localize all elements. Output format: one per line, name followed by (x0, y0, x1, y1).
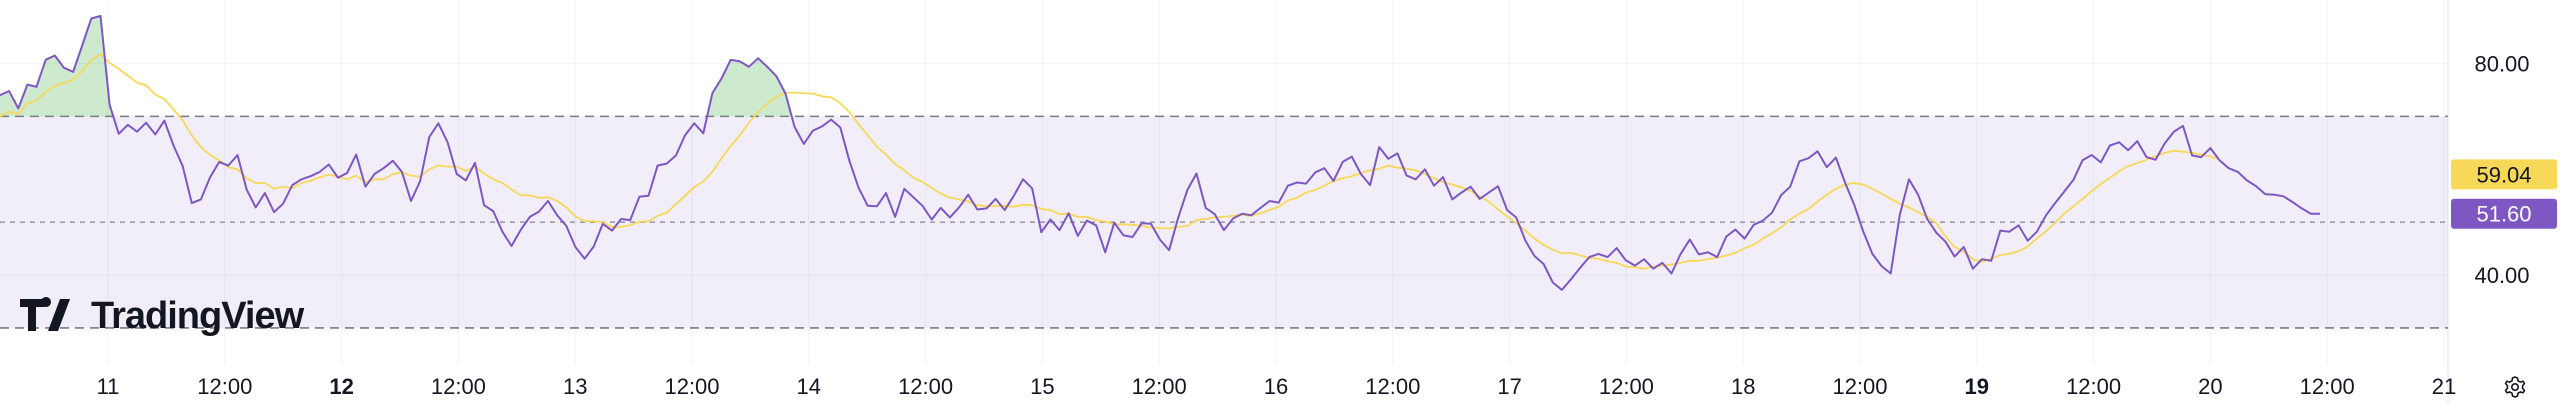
x-tick-label: 12:00 (1365, 374, 1420, 399)
overbought-fill (0, 15, 114, 117)
gear-icon (2504, 376, 2526, 398)
x-tick-label: 12:00 (2066, 374, 2121, 399)
x-tick-label: 20 (2198, 374, 2222, 399)
price-badges: 59.04 51.60 (2451, 159, 2557, 229)
chart-settings-button[interactable] (2500, 372, 2530, 402)
x-tick-label: 12:00 (898, 374, 953, 399)
y-tick-label: 40.00 (2474, 263, 2529, 288)
x-tick-label: 15 (1030, 374, 1054, 399)
series-lines (0, 14, 2320, 291)
price-badge-label: 51.60 (2476, 202, 2531, 227)
x-tick-label: 12:00 (664, 374, 719, 399)
tradingview-logo-icon (20, 297, 70, 331)
x-tick-label: 11 (97, 374, 120, 399)
grid (0, 0, 2449, 405)
x-tick-label: 13 (563, 374, 587, 399)
overbought-oversold-fill (0, 15, 792, 117)
x-tick-label: 21 (2432, 374, 2456, 399)
x-tick-label: 12:00 (1599, 374, 1654, 399)
price-badge-label: 59.04 (2476, 162, 2531, 187)
x-tick-label: 16 (1264, 374, 1288, 399)
price-badge (2451, 159, 2557, 190)
y-tick-label: 80.00 (2474, 51, 2529, 76)
tradingview-logo[interactable]: TradingView (20, 295, 306, 337)
price-badge (2451, 198, 2557, 229)
x-tick-label: 12:00 (197, 374, 252, 399)
tradingview-logo-text: TradingView (91, 295, 305, 337)
x-tick-label: 19 (1965, 374, 1989, 399)
x-tick-label: 18 (1731, 374, 1755, 399)
x-tick-label: 12 (329, 374, 353, 399)
x-tick-label: 14 (797, 374, 821, 399)
rsi-band (0, 115, 2448, 329)
x-tick-label: 17 (1497, 374, 1521, 399)
y-axis: 80.00 40.00 (2474, 51, 2529, 288)
x-tick-label: 12:00 (431, 374, 486, 399)
x-tick-label: 12:00 (1832, 374, 1887, 399)
x-tick-label: 12:00 (1132, 374, 1187, 399)
rsi-line (0, 14, 2320, 291)
x-tick-label: 12:00 (2300, 374, 2355, 399)
x-axis: 11 12:00 12 12:00 13 12:00 14 12:00 15 12:00 16 12:… (97, 374, 2457, 399)
